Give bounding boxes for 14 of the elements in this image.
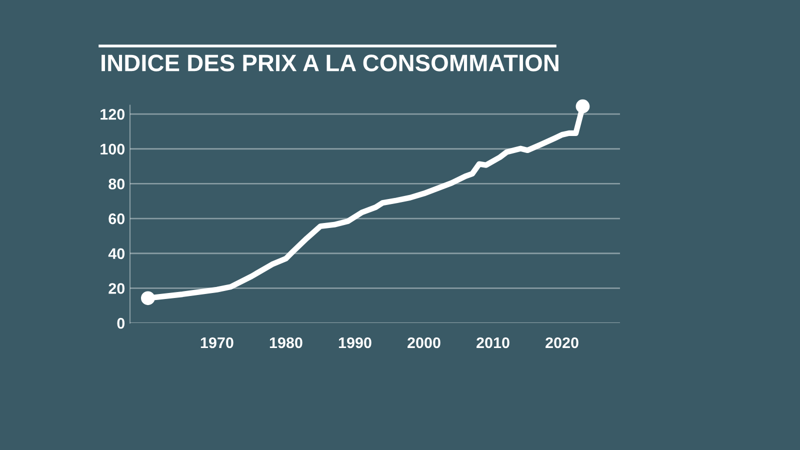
y-tick-label: 40 <box>108 248 125 260</box>
chart-title: INDICE DES PRIX A LA CONSOMMATION <box>102 54 558 72</box>
x-tick-label: 2010 <box>476 337 510 348</box>
y-tick-label: 60 <box>108 213 125 224</box>
y-tick-label: 0 <box>117 318 125 329</box>
y-tick-label: 120 <box>100 108 125 120</box>
x-tick-label: 2020 <box>546 337 578 348</box>
x-tick-label: 1990 <box>338 337 372 348</box>
x-tick-label: 2000 <box>408 337 440 348</box>
y-tick-label: 80 <box>108 178 125 190</box>
y-tick-label: 100 <box>100 144 125 155</box>
x-tick-label: 1980 <box>270 337 302 348</box>
x-tick-label: 1970 <box>200 337 234 348</box>
y-tick-label: 20 <box>108 283 125 294</box>
